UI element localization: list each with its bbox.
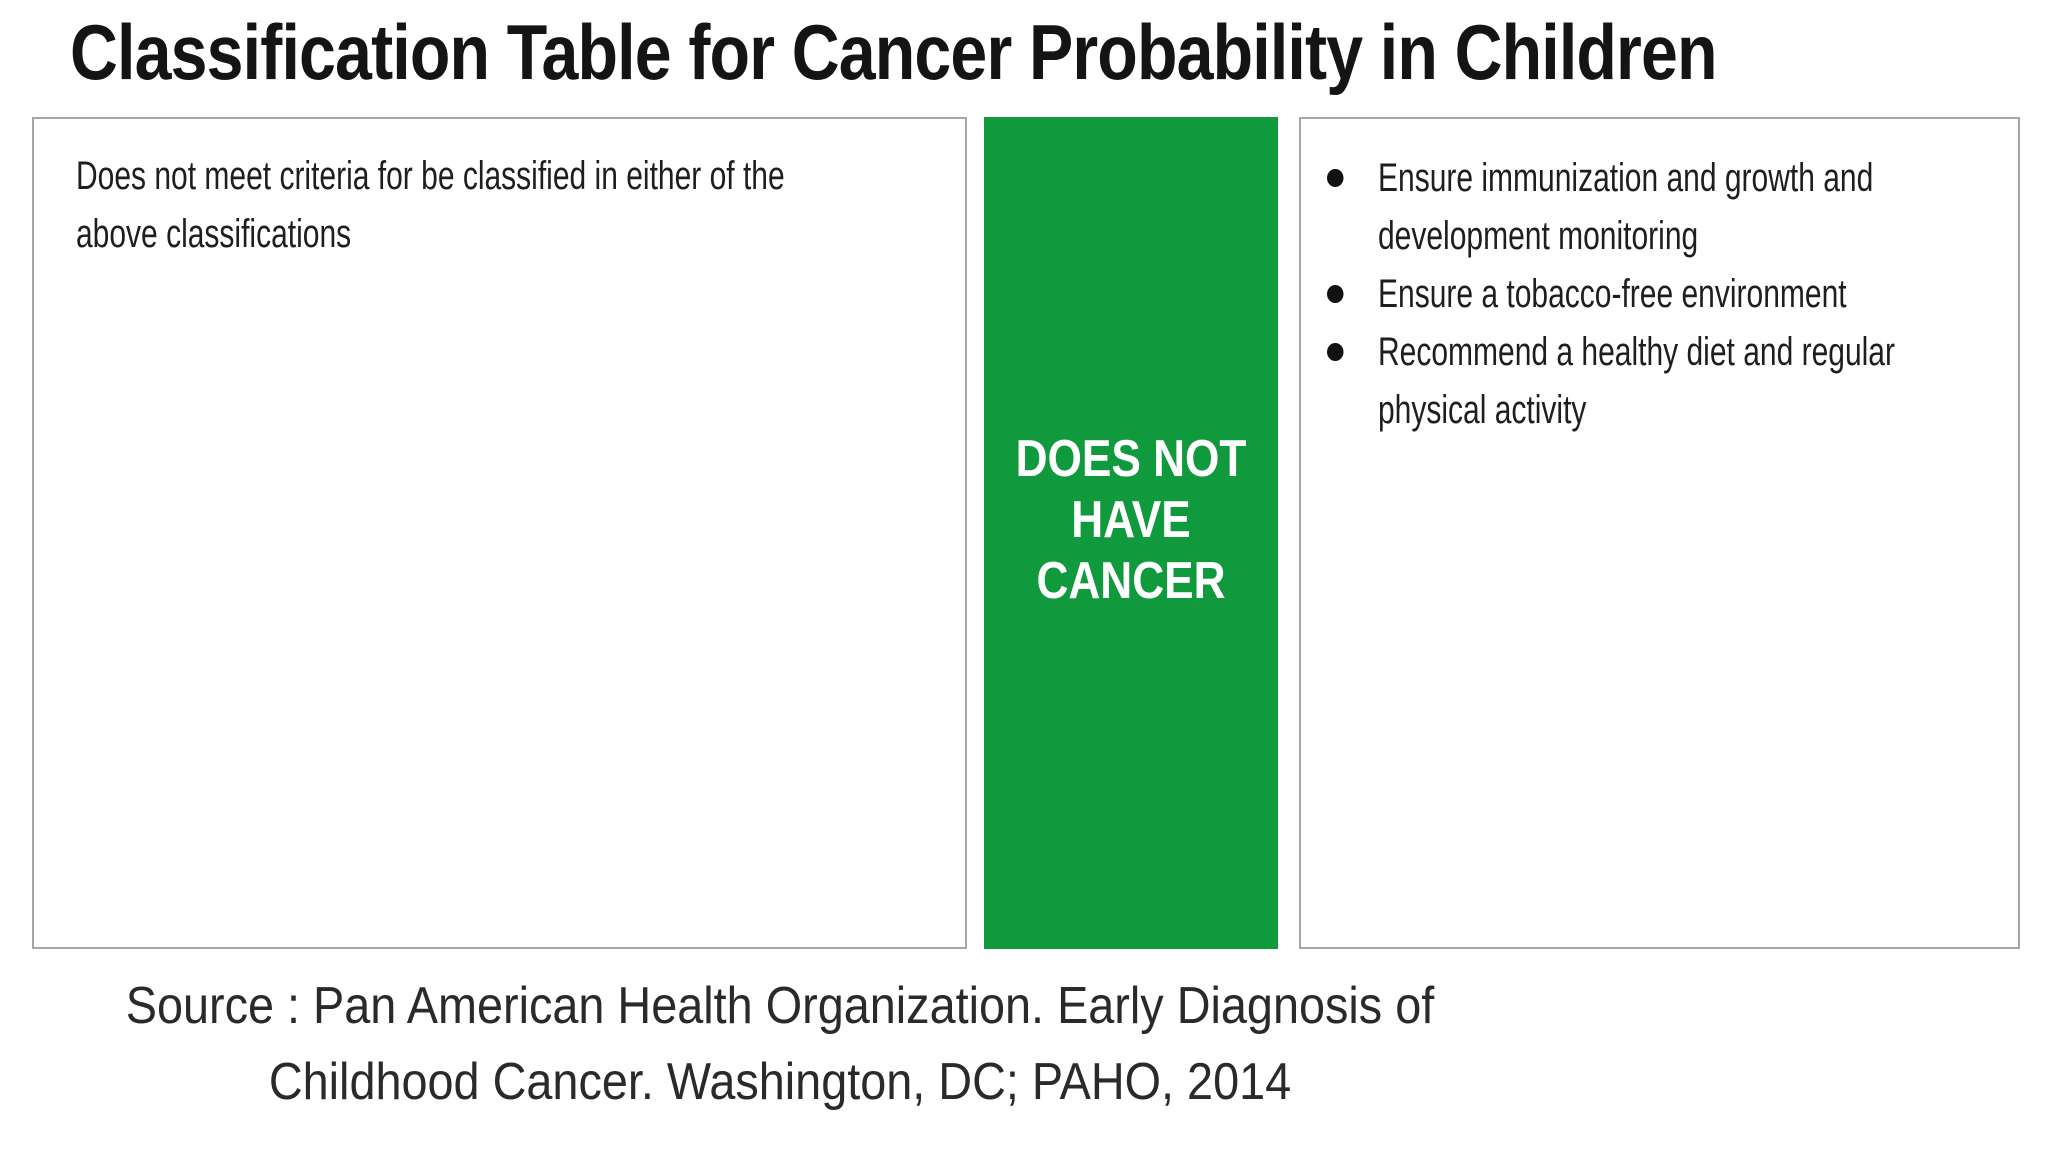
page-title: Classification Table for Cancer Probabil… — [70, 8, 1718, 96]
criteria-panel: Does not meet criteria for be classified… — [32, 117, 967, 949]
action-text: Ensure immunization and growth and devel… — [1378, 156, 1874, 258]
classification-label: DOES NOT HAVE CANCER — [1006, 429, 1256, 612]
action-text: Ensure a tobacco-free environment — [1378, 272, 1847, 316]
actions-list: Ensure immunization and growth and devel… — [1321, 149, 1974, 439]
classification-label-line: HAVE — [1071, 490, 1191, 549]
list-item: Ensure immunization and growth and devel… — [1321, 149, 1974, 265]
classification-panel: DOES NOT HAVE CANCER — [984, 117, 1278, 949]
bullet-icon — [1327, 169, 1344, 187]
actions-panel: Ensure immunization and growth and devel… — [1299, 117, 2020, 949]
classification-label-line: DOES NOT — [1015, 429, 1247, 488]
bullet-icon — [1327, 285, 1344, 303]
source-line: Childhood Cancer. Washington, DC; PAHO, … — [268, 1053, 1292, 1111]
criteria-text: Does not meet criteria for be classified… — [76, 154, 785, 256]
source-line: Source : Pan American Health Organizatio… — [125, 977, 1435, 1035]
bullet-icon — [1327, 343, 1344, 361]
action-text: Recommend a healthy diet and regular phy… — [1378, 330, 1895, 432]
source-citation: Source : Pan American Health Organizatio… — [78, 968, 1482, 1120]
list-item: Ensure a tobacco-free environment — [1321, 265, 1974, 323]
classification-label-line: CANCER — [1036, 551, 1226, 610]
list-item: Recommend a healthy diet and regular phy… — [1321, 323, 1974, 439]
